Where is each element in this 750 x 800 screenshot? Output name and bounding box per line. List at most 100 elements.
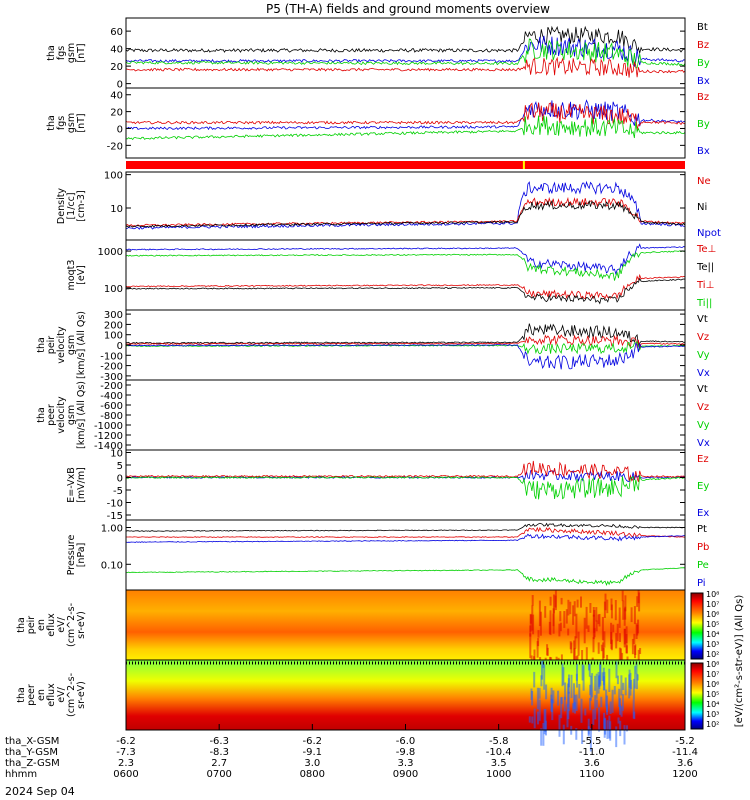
heatmap-cell [589,603,592,613]
heatmap-cell [615,726,618,748]
heatmap-cell [552,690,555,704]
heatmap-cell [578,684,581,699]
heatmap-cell [624,595,627,612]
series-line-red [125,273,686,300]
xaxis-value: 0800 [300,769,325,780]
series-line-blue [125,533,686,543]
legend-entry: Ti⊥ [696,280,714,291]
heatmap-cell [618,607,621,628]
colorbar-tick: 10⁵ [706,690,719,699]
heatmap-cell [603,631,606,648]
heatmap-cell [565,609,568,624]
xaxis-value: 3.6 [677,758,693,769]
xaxis-value: 3.5 [491,758,507,769]
heatmap-cell [589,684,592,696]
ytick-label: -1000 [94,421,123,432]
colorbar-tick: 10² [706,720,719,729]
legend-entry: Ex [697,508,709,519]
flag-band-marker [522,161,525,169]
legend-entry: Vy [697,350,710,361]
ylabel-line: tha [36,407,47,423]
heatmap-cell [621,694,624,711]
series-line-blue [125,99,686,131]
series-line-green [125,38,686,69]
heatmap-cell [606,599,609,614]
ytick-label: 10 [110,204,123,215]
colorbar-upper [690,592,704,660]
series-line-red [125,460,686,483]
heatmap-cell [610,598,613,611]
ytick-label: 100 [104,284,123,295]
legend-entry: Bz [697,40,709,51]
ylabel-line: eflux [46,613,57,637]
heatmap-cell [538,699,541,721]
heatmap-cell [536,687,539,710]
ylabel-line: en [36,689,47,701]
heatmap-cell [610,622,613,644]
colorbar-label: [eV/(cm²-s-str-eV)] (All Qs) [734,595,745,728]
heatmap-cell [566,703,569,728]
xaxis-row-label: tha_X-GSM [5,736,59,747]
xaxis-value: -6.3 [209,736,229,747]
quality-flag-band: 10⁸10⁸10⁷10⁷10⁶10⁶10⁵10⁵10⁴10⁴10³10³10²1… [126,161,745,730]
xaxis-value: -9.8 [396,747,416,758]
heatmap-cell [543,664,546,690]
heatmap-cell [632,699,635,719]
heatmap-cell [637,649,640,661]
ylabel-line: (cm^2-s- [66,673,77,717]
heatmap-cell [620,706,623,717]
heatmap-cell [550,698,553,713]
ylabel-line: tha [46,45,57,61]
heatmap-cell [628,669,631,688]
ylabel: Density [1/cc] [cm-3] [56,188,87,224]
ylabel: tha fgs gsm [nT] [46,113,87,133]
colorbar-tick: 10⁶ [706,680,719,689]
heatmap-cell [558,714,561,737]
ylabel-line: [nT] [76,43,87,62]
heatmap-cell [553,594,555,614]
heatmap-cell [544,708,547,732]
ytick-label: 0 [117,341,123,352]
ytick-label: -400 [100,391,123,402]
ylabel: tha peer velocity gsm [km/s] (All Qs) [36,381,87,449]
heatmap-cell [545,684,548,700]
ytick-label: 0 [117,474,123,485]
heatmap-cell [533,649,536,661]
colorbar-tick: 10⁸ [706,590,719,599]
ytick-label: 10 [110,449,123,460]
heatmap-cell [631,638,634,655]
xaxis-value: 0700 [206,769,231,780]
ylabel: tha peer en eflux eV/(cm^2-s-sr-eV) [16,673,87,717]
ylabel-line: [nT] [76,113,87,132]
ytick-label: -5 [113,486,123,497]
heatmap-cell [550,687,553,703]
heatmap-cell [567,628,570,636]
series-line-red [125,56,686,78]
ytick-label: 40 [110,91,123,102]
heatmap-cell [611,689,614,713]
heatmap-cell [600,644,603,652]
legend-entry: Vt [697,314,708,325]
xaxis-value: 3.6 [584,758,600,769]
heatmap-cell [598,707,601,732]
heatmap-cell [619,720,622,737]
heatmap-cell [635,623,638,639]
ylabel-line: fgs [56,116,67,130]
xaxis-value: -6.2 [116,736,136,747]
heatmap-cell [589,698,592,711]
xaxis-value: -10.4 [486,747,512,758]
xaxis-value: -7.3 [116,747,136,758]
xaxis-value: -5.8 [489,736,509,747]
series-line-red [125,102,686,130]
heatmap-cell [529,614,532,624]
heatmap-cell [637,619,640,634]
legend-entry: Te⊥ [696,244,716,255]
heatmap-cell [636,673,638,690]
ylabel-line: gsm [66,43,77,63]
heatmap-cell [574,702,576,714]
heatmap-cell [575,694,578,711]
ylabel-line: eV/ [56,686,67,702]
heatmap-cell [537,630,540,638]
